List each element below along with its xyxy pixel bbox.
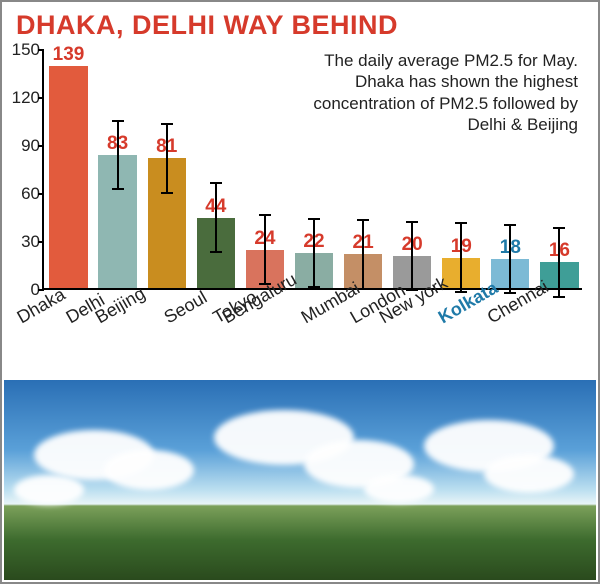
error-bar [460,222,462,292]
error-bar [215,182,217,252]
bar: 19 [442,258,480,288]
chart-subtitle: The daily average PM2.5 for May. Dhaka h… [298,50,578,135]
error-bar [166,123,168,193]
x-tick-label: Seoul [160,287,210,328]
y-tick-label: 60 [6,184,40,204]
cloud [104,450,194,490]
error-bar [264,214,266,284]
error-bar [117,120,119,190]
y-tick-label: 150 [6,40,40,60]
cloud [14,475,84,505]
cloud [364,475,434,503]
infographic-frame: DHAKA, DELHI WAY BEHIND The daily averag… [0,0,600,584]
error-bar [509,224,511,294]
chart-title: DHAKA, DELHI WAY BEHIND [2,2,598,45]
bar: 18 [491,259,529,288]
bar: 139 [49,66,87,288]
error-bar [558,227,560,297]
bar-value-label: 139 [49,44,87,66]
error-bar [362,219,364,289]
cloud [484,455,574,493]
bar: 83 [98,155,136,288]
error-bar [313,218,315,288]
bar: 81 [148,158,186,288]
bar: 22 [295,253,333,288]
y-tick-label: 120 [6,88,40,108]
y-tick-label: 90 [6,136,40,156]
y-tick-label: 30 [6,232,40,252]
background-photo [4,380,596,580]
error-bar [411,221,413,291]
bar: 44 [197,218,235,288]
